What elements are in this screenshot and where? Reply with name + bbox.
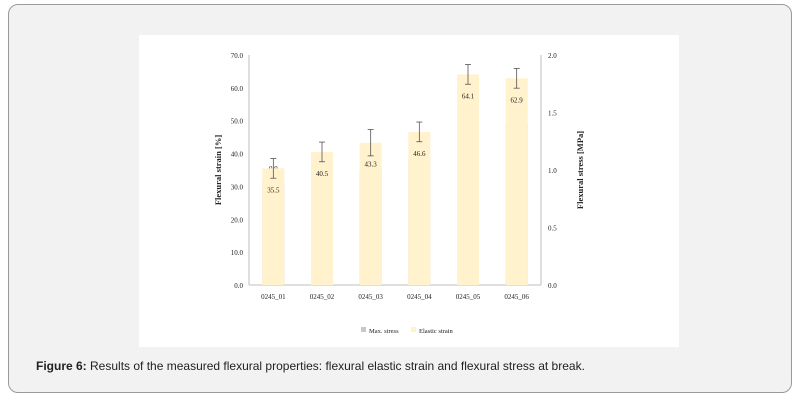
data-label-elastic-strain: 64.1	[462, 92, 475, 100]
y-tick-label: 30.0	[231, 183, 244, 191]
bar-elastic-strain	[262, 168, 285, 285]
caption-text: Results of the measured flexural propert…	[90, 359, 585, 373]
data-label-elastic-strain: 62.9	[511, 96, 524, 104]
y2-tick-label: 0.0	[548, 282, 557, 290]
data-label-elastic-strain: 35.5	[267, 186, 280, 194]
x-tick-label: 0245_04	[407, 293, 432, 301]
y2-tick-label: 2.0	[548, 52, 557, 60]
x-tick-label: 0245_05	[456, 293, 481, 301]
x-tick-label: 0245_03	[358, 293, 383, 301]
data-label-elastic-strain: 40.5	[316, 170, 329, 178]
y-tick-label: 20.0	[231, 216, 244, 224]
y-tick-label: 10.0	[231, 249, 244, 257]
y-tick-label: 0.0	[234, 282, 243, 290]
x-tick-label: 0245_06	[504, 293, 529, 301]
y2-axis-title: Flexural stress [MPa]	[575, 131, 585, 209]
legend-label-elastic-strain: Elastic strain	[419, 328, 454, 335]
figure-caption: Figure 6: Results of the measured flexur…	[36, 359, 776, 373]
y2-tick-label: 1.0	[548, 167, 557, 175]
bar-elastic-strain	[457, 74, 479, 285]
bar-elastic-strain	[359, 142, 382, 285]
y-tick-label: 70.0	[231, 52, 244, 60]
legend-label-max-stress: Max. stress	[369, 328, 399, 335]
x-tick-label: 0245_01	[261, 293, 286, 301]
y2-tick-label: 1.5	[548, 110, 557, 118]
legend-swatch-elastic-strain	[411, 327, 416, 332]
y-tick-label: 40.0	[231, 151, 244, 159]
bar-elastic-strain	[408, 131, 431, 285]
chart-panel: 0.0 10.0 20.0 30.0 40.0 50.0 60.0 70.0 0.0 0.5 1.0…	[139, 35, 679, 347]
caption-label: Figure 6:	[36, 359, 87, 373]
data-label-elastic-strain: 46.6	[413, 150, 426, 158]
bar-elastic-strain	[311, 151, 333, 285]
y-axis-title: Flexural strain [%]	[213, 135, 223, 206]
data-label-elastic-strain: 43.3	[365, 161, 378, 169]
legend-swatch-max-stress	[361, 327, 366, 332]
bar-elastic-strain	[505, 78, 528, 285]
y-tick-label: 60.0	[231, 85, 244, 93]
y2-tick-label: 0.5	[548, 225, 557, 233]
y-tick-label: 50.0	[231, 118, 244, 126]
figure-frame: 0.0 10.0 20.0 30.0 40.0 50.0 60.0 70.0 0.0 0.5 1.0…	[8, 4, 792, 393]
flexural-chart: 0.0 10.0 20.0 30.0 40.0 50.0 60.0 70.0 0.0 0.5 1.0…	[213, 52, 585, 335]
x-tick-label: 0245_02	[310, 293, 335, 301]
